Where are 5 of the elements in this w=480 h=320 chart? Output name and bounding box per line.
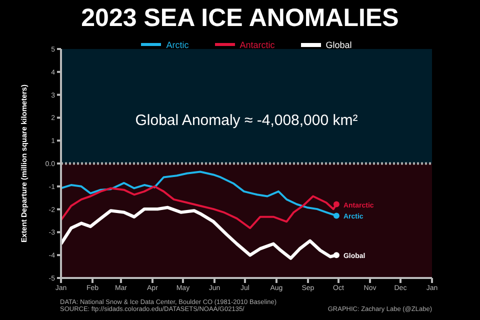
legend-label: Antarctic — [238, 40, 275, 50]
legend-label: Arctic — [165, 40, 189, 50]
legend-label: Global — [324, 40, 352, 50]
chart-title: 2023 SEA ICE ANOMALIES — [80, 4, 400, 33]
annotation: Global Anomaly ≈ -4,008,000 km² — [134, 112, 359, 129]
